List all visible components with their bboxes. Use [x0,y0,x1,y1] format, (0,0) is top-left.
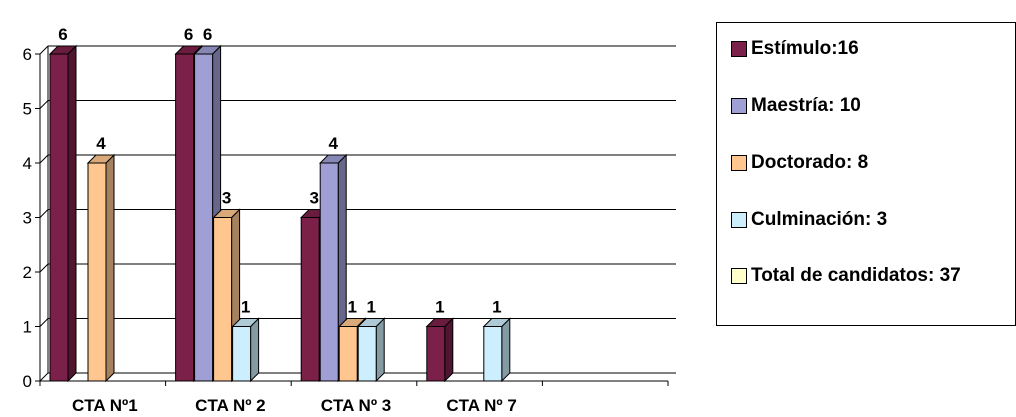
y-tick-label: 0 [23,372,32,391]
data-label: 1 [347,298,356,317]
legend-label-estimulo: Estímulo:16 [751,38,859,59]
legend-swatch-doctorado [731,155,747,171]
legend-swatch-maestria [731,98,747,114]
legend-swatch-estimulo [731,41,747,57]
data-label: 6 [203,25,212,44]
data-label: 3 [222,189,231,208]
legend: Estímulo:16 Maestría: 10 Doctorado: 8 Cu… [716,22,1016,326]
legend-item-doctorado: Doctorado: 8 [731,151,1011,175]
legend-item-estimulo: Estímulo:16 [731,37,1011,61]
data-label: 3 [309,189,318,208]
bar [49,53,69,382]
x-category-label: CTA Nº 2 [195,396,265,415]
data-label: 1 [366,298,375,317]
data-label: 1 [435,298,444,317]
bar [87,162,107,382]
data-label: 4 [96,134,106,153]
legend-item-total: Total de candidatos: 37 [731,264,1011,288]
side-gridline [39,209,49,218]
bar [426,326,446,382]
bar [338,326,358,382]
bar-side [501,317,511,383]
bar [483,326,503,382]
y-tick-label: 3 [23,209,32,228]
legend-item-maestria: Maestría: 10 [731,94,1011,118]
y-tick-label: 4 [23,154,32,173]
side-gridline [39,318,49,327]
bar [357,326,377,382]
bar [300,217,320,382]
data-label: 6 [184,25,193,44]
bar-side [67,44,77,383]
side-gridline [39,154,49,164]
legend-label-culminacion: Culminación: 3 [751,209,888,230]
data-label: 4 [328,134,338,153]
x-category-label: CTA Nº 3 [321,396,391,415]
side-gridline [39,263,49,273]
side-gridline [39,100,49,109]
legend-label-total: Total de candidatos: 37 [751,265,961,286]
data-label: 6 [58,25,67,44]
y-tick-label: 1 [23,318,32,337]
bar-side [444,317,454,383]
bar [232,326,252,382]
bar [175,53,195,382]
side-gridline [39,372,49,382]
legend-swatch-total [731,268,747,284]
legend-label-maestria: Maestría: 10 [751,95,861,116]
bar-side [105,153,115,383]
y-tick-label: 6 [23,45,32,64]
bar [213,217,233,382]
side-gridline [39,45,49,55]
x-category-label: CTA Nº1 [72,396,138,415]
legend-swatch-culminacion [731,212,747,228]
data-label: 1 [241,298,250,317]
bar-side [375,317,385,383]
data-label: 1 [492,298,501,317]
legend-item-culminacion: Culminación: 3 [731,208,1011,232]
y-tick-label: 5 [23,100,32,119]
x-category-label: CTA Nº 7 [446,396,516,415]
legend-label-doctorado: Doctorado: 8 [751,152,869,173]
bar [194,53,214,382]
bar-side [250,317,260,383]
bar [319,162,339,382]
y-tick-label: 2 [23,263,32,282]
